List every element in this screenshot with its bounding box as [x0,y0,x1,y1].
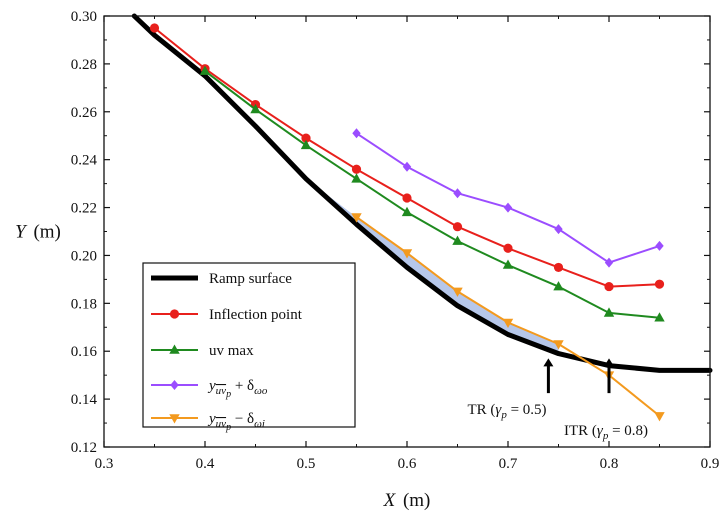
point-uvmax [199,65,211,75]
legend-label-inflection: Inflection point [209,307,303,323]
point-minus [452,287,463,297]
x-tick-label: 0.9 [701,456,720,472]
point-minus [502,318,514,328]
x-axis-unit: (m) [403,490,430,511]
legend: Ramp surface Inflection point uv max yuv… [142,262,356,433]
point-plus [554,224,563,235]
y-tick-label: 0.20 [71,248,97,264]
annotation-tr-gamma: γ [495,402,502,418]
legend-minus-sub: ωi [254,418,265,430]
point-uvmax [603,307,615,317]
annotation-itr-gamma: γ [597,423,604,439]
point-uvmax [300,139,312,150]
legend-minus-delta: − δ [231,411,254,427]
annotation-arrowhead-itr [604,358,614,367]
legend-symbol-marker-inflection [169,309,180,319]
annotation-tr-prefix: TR ( [467,402,495,418]
legend-plus-p: p [225,389,231,400]
annotation-tr: TR (γp = 0.5) [467,402,546,421]
annotation-tr-suffix: = 0.5) [507,402,547,418]
y-tick-label: 0.22 [71,201,97,217]
point-inflection [149,23,160,33]
point-uvmax [553,281,564,291]
point-plus [402,161,412,172]
x-axis-var: X [383,490,397,511]
y-tick-label: 0.14 [71,392,98,408]
point-inflection [301,133,311,143]
point-inflection [503,243,513,253]
point-inflection [654,279,665,289]
y-tick-label: 0.24 [71,153,98,169]
annotations: TR (γp = 0.5) ITR (γp = 0.8) [467,358,648,442]
x-tick-label: 0.8 [600,456,619,472]
y-tick-label: 0.26 [71,105,98,121]
point-plus [655,240,664,251]
point-uvmax [452,235,463,245]
point-uvmax [250,103,261,114]
point-uvmax [401,206,413,217]
x-axis-label: X (m) [383,490,431,511]
point-inflection [604,281,614,292]
legend-label-ramp: Ramp surface [209,271,292,287]
series-line-plus [355,132,660,264]
point-plus [453,188,462,199]
x-tick-label: 0.4 [196,456,215,472]
point-minus [654,412,665,422]
shaded-region [306,178,559,354]
series-line-uvmax [204,70,660,319]
point-inflection [351,164,362,174]
legend-box [142,262,356,428]
x-tick-label: 0.7 [499,456,518,472]
x-tick-label: 0.5 [297,456,316,472]
point-inflection [452,222,463,232]
annotation-tr-sub: p [500,409,507,421]
point-uvmax [351,173,362,183]
annotation-itr-suffix: = 0.8) [608,423,648,439]
legend-minus-uv: uv [216,418,227,430]
annotation-itr-prefix: ITR ( [564,423,597,439]
legend-minus-p: p [225,422,231,433]
legend-symbols [151,275,198,424]
series-line-inflection [153,27,660,288]
legend-plus-uv: uv [216,385,227,397]
point-uvmax [654,312,665,322]
legend-label-uvmax: uv max [209,343,254,359]
y-axis-unit: (m) [33,222,60,243]
y-tick-label: 0.12 [71,440,97,456]
point-plus [352,128,361,139]
annotation-itr: ITR (γp = 0.8) [564,423,648,442]
legend-minus-y: y [207,411,216,427]
annotation-arrowhead-tr [543,358,554,367]
x-tick-label: 0.6 [398,456,417,472]
y-axis-label: Y (m) [15,222,61,243]
x-tick-label: 0.3 [95,456,114,472]
axis-ticks: 0.3 0.4 0.5 0.6 0.7 0.8 0.9 0.12 0.14 0.16 0.18 0.2… [71,9,720,472]
point-plus [604,257,614,268]
y-tick-label: 0.18 [71,296,97,312]
legend-plus-sub: ωo [254,385,268,397]
legend-plus-y: y [207,378,216,394]
legend-label-minus: yuvp − δωi [207,411,265,433]
legend-symbol-marker-minus [169,414,180,424]
legend-label-plus: yuvp + δωo [207,378,268,400]
y-axis-var: Y [15,222,28,243]
legend-symbol-marker-plus [170,380,179,390]
point-minus [401,249,413,259]
point-uvmax [502,259,514,269]
point-minus [351,213,362,223]
point-inflection [402,193,412,203]
y-tick-label: 0.30 [71,9,97,25]
point-inflection [553,262,564,273]
annotation-itr-sub: p [602,430,609,442]
y-tick-label: 0.16 [71,344,98,360]
point-plus [503,202,513,213]
y-tick-label: 0.28 [71,57,97,73]
point-minus [553,340,564,350]
legend-symbol-marker-uvmax [169,344,180,354]
legend-plus-delta: + δ [231,378,254,394]
